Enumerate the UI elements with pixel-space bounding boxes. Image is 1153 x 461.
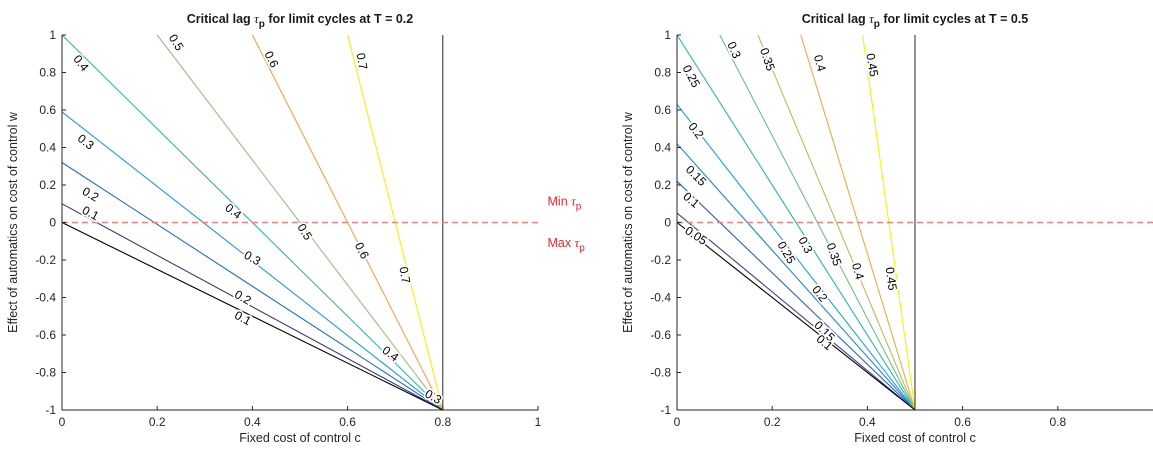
y-tick-label: -0.6 (650, 328, 671, 342)
y-tick-label: 0.6 (39, 103, 56, 117)
x-axis-label: Fixed cost of control c (239, 431, 361, 445)
y-tick-label: 0.4 (39, 141, 56, 155)
contour-line-0.5 (156, 34, 444, 411)
title-suffix: for limit cycles at T = 0.5 (880, 12, 1028, 26)
contour-label: 0.2 (809, 283, 831, 305)
contour-line-0.15 (676, 143, 916, 411)
contour-line-0.2 (61, 162, 444, 411)
x-tick-label: 0 (59, 415, 66, 429)
title-subscript: p (259, 19, 265, 30)
title-symbol: τ (254, 11, 260, 26)
contour-label: 0.2 (80, 184, 102, 205)
title-prefix: Critical lag (802, 12, 869, 26)
plot-left: 0 0.2 0.4 0.6 0.8 1 1 0.8 0.6 0.4 0.2 0 -0.2 -0.4 -0.6… (6, 11, 585, 445)
annotation-max: Max τp (548, 235, 586, 254)
contour-label: 0.1 (80, 203, 102, 223)
y-tick-label: 0.8 (39, 66, 56, 80)
annotation-symbol: τ (571, 194, 577, 209)
y-tick-label: 0.6 (654, 103, 671, 117)
contour-line-0.25 (676, 34, 916, 411)
chart-title: Critical lag τp for limit cycles at T = … (187, 11, 414, 30)
contour-label: 0.35 (757, 46, 778, 73)
y-tick-label: -0.8 (35, 366, 56, 380)
contour-label: 0.3 (724, 40, 744, 61)
annotation-text: Min (548, 195, 572, 209)
annotation-symbol: τ (575, 235, 581, 250)
annotation-min: Min τp (548, 194, 582, 213)
annotation-sub: p (579, 243, 585, 254)
x-tick-label: 0.6 (339, 415, 356, 429)
y-tick-label: 0.2 (654, 178, 671, 192)
y-tick-label: -0.2 (35, 253, 56, 267)
title-subscript: p (874, 19, 880, 30)
chart-title: Critical lag τp for limit cycles at T = … (802, 11, 1029, 30)
y-tick-label: -1 (660, 403, 671, 417)
y-tick-label: 0.2 (39, 178, 56, 192)
x-tick-label: 0.4 (244, 415, 261, 429)
title-prefix: Critical lag (187, 12, 254, 26)
contour-label: 0.05 (682, 223, 709, 248)
contour-line-0.35 (757, 34, 916, 411)
x-tick-label: 0.8 (434, 415, 451, 429)
x-tick-label: 0.8 (1049, 415, 1066, 429)
y-axis-label: Effect of automatics on cost of control … (621, 111, 635, 333)
annotation-sub: p (576, 202, 582, 213)
contour-label: 0.1 (680, 189, 702, 211)
contour-label: 0.3 (795, 234, 815, 256)
contour-label: 0.2 (232, 287, 254, 308)
contour-label: 0.35 (824, 241, 845, 268)
contour-label: 0.1 (232, 308, 254, 328)
y-tick-label: -0.4 (650, 291, 671, 305)
contour-label: 0.3 (242, 248, 264, 269)
contour-label: 0.4 (380, 343, 402, 364)
x-tick-label: 0 (674, 415, 681, 429)
x-tick-label: 0.2 (764, 415, 781, 429)
y-axis-label: Effect of automatics on cost of control … (6, 111, 20, 333)
contour-line-0.2 (676, 104, 916, 411)
contour-line-0.05 (676, 212, 916, 411)
x-tick-label: 0.4 (859, 415, 876, 429)
contour-label: 0.4 (70, 52, 92, 74)
y-tick-label: -0.6 (35, 328, 56, 342)
y-tick-label: 0 (49, 216, 56, 230)
y-tick-label: -0.8 (650, 366, 671, 380)
contour-label: 0.3 (75, 131, 97, 152)
contour-label: 0.6 (261, 49, 281, 71)
x-tick-label: 1 (535, 415, 542, 429)
lower-boundary-line (61, 222, 444, 411)
contour-line-0.1 (61, 203, 444, 411)
contour-line-0.1 (676, 180, 916, 411)
y-tick-label: 0.8 (654, 66, 671, 80)
contour-label: 0.7 (354, 52, 371, 71)
y-tick-label: -1 (45, 403, 56, 417)
x-tick-label: 0.2 (149, 415, 166, 429)
y-tick-label: 1 (664, 28, 671, 42)
contour-label: 0.45 (883, 266, 900, 291)
contour-label: 0.4 (849, 261, 867, 281)
lower-boundary-line (676, 222, 916, 411)
title-symbol: τ (869, 11, 875, 26)
y-tick-label: 0.4 (654, 141, 671, 155)
y-tick-label: -0.2 (650, 253, 671, 267)
y-tick-label: -0.4 (35, 291, 56, 305)
contour-label: 0.45 (863, 52, 881, 78)
x-axis-label: Fixed cost of control c (854, 431, 976, 445)
contour-label: 0.15 (683, 162, 710, 189)
title-suffix: for limit cycles at T = 0.2 (265, 12, 413, 26)
annotation-text: Max (548, 236, 575, 250)
contour-label: 0.4 (222, 201, 244, 222)
contour-label: 0.25 (680, 63, 703, 90)
y-tick-label: 1 (49, 28, 56, 42)
contour-label: 0.25 (775, 239, 799, 267)
contour-label: 0.5 (294, 221, 315, 243)
contour-label: 0.7 (396, 266, 413, 285)
contour-label: 0.6 (352, 240, 372, 262)
contour-label: 0.4 (811, 53, 829, 73)
y-tick-label: 0 (664, 216, 671, 230)
contour-line-0.3 (61, 111, 444, 411)
x-tick-label: 0.6 (954, 415, 971, 429)
plot-right: 0 0.2 0.4 0.6 0.8 1 0.8 0.6 0.4 0.2 0 -0.2 -0.4 -0.6 -… (621, 11, 1153, 445)
